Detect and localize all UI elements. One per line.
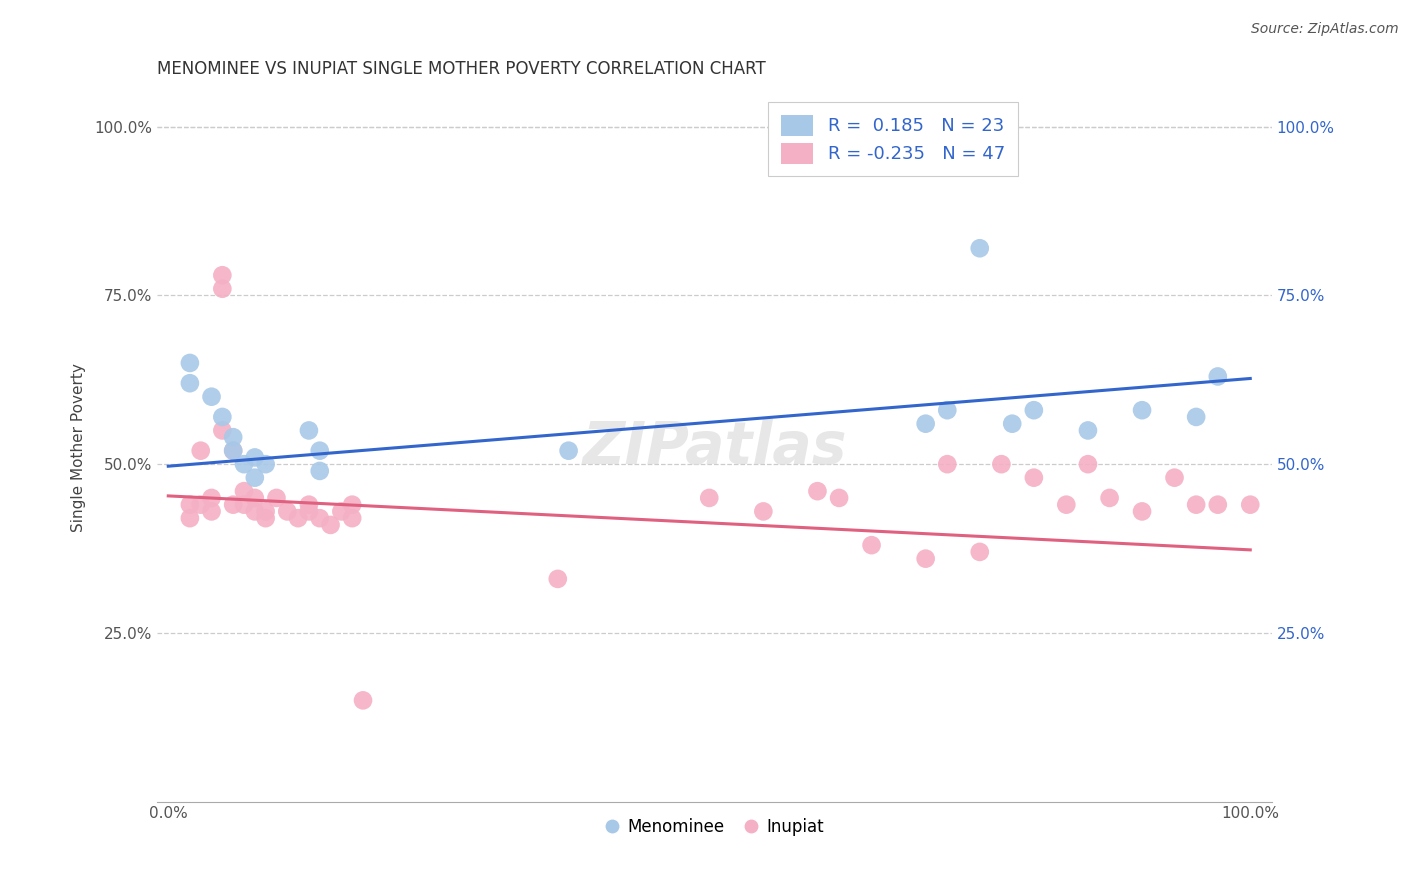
Point: [276, 504, 298, 518]
Point: [243, 450, 266, 465]
Point: [990, 457, 1012, 471]
Point: [266, 491, 288, 505]
Point: [547, 572, 569, 586]
Point: [243, 471, 266, 485]
Point: [1022, 403, 1045, 417]
Point: [1206, 498, 1229, 512]
Point: [243, 491, 266, 505]
Point: [211, 424, 233, 438]
Point: [222, 498, 245, 512]
Y-axis label: Single Mother Poverty: Single Mother Poverty: [72, 363, 86, 532]
Point: [190, 443, 212, 458]
Point: [222, 430, 245, 444]
Point: [179, 498, 201, 512]
Point: [233, 484, 256, 499]
Point: [340, 511, 363, 525]
Point: [233, 457, 256, 471]
Point: [860, 538, 883, 552]
Point: [308, 511, 330, 525]
Point: [319, 517, 342, 532]
Point: [233, 498, 256, 512]
Point: [243, 504, 266, 518]
Text: ZIPatlas: ZIPatlas: [582, 419, 846, 475]
Point: [254, 511, 277, 525]
Point: [936, 457, 959, 471]
Point: [1001, 417, 1024, 431]
Point: [222, 443, 245, 458]
Point: [969, 241, 991, 255]
Point: [828, 491, 851, 505]
Point: [190, 498, 212, 512]
Point: [298, 498, 321, 512]
Point: [254, 504, 277, 518]
Point: [308, 464, 330, 478]
Point: [200, 504, 222, 518]
Point: [1185, 409, 1208, 424]
Point: [1130, 504, 1153, 518]
Point: [969, 545, 991, 559]
Point: [298, 424, 321, 438]
Point: [1054, 498, 1077, 512]
Point: [179, 376, 201, 391]
Point: [254, 457, 277, 471]
Point: [752, 504, 775, 518]
Text: MENOMINEE VS INUPIAT SINGLE MOTHER POVERTY CORRELATION CHART: MENOMINEE VS INUPIAT SINGLE MOTHER POVER…: [157, 60, 766, 78]
Point: [1206, 369, 1229, 384]
Point: [557, 443, 579, 458]
Point: [340, 498, 363, 512]
Point: [179, 356, 201, 370]
Point: [914, 417, 936, 431]
Point: [1077, 424, 1099, 438]
Point: [352, 693, 374, 707]
Point: [1077, 457, 1099, 471]
Point: [179, 511, 201, 525]
Point: [1022, 471, 1045, 485]
Point: [211, 282, 233, 296]
Point: [200, 491, 222, 505]
Point: [1163, 471, 1185, 485]
Point: [697, 491, 720, 505]
Point: [298, 504, 321, 518]
Point: [914, 551, 936, 566]
Point: [806, 484, 828, 499]
Point: [1098, 491, 1121, 505]
Point: [1239, 498, 1261, 512]
Point: [308, 443, 330, 458]
Text: Source: ZipAtlas.com: Source: ZipAtlas.com: [1251, 22, 1399, 37]
Point: [287, 511, 309, 525]
Point: [211, 268, 233, 283]
Point: [936, 403, 959, 417]
Point: [222, 443, 245, 458]
Point: [330, 504, 353, 518]
Legend: Menominee, Inupiat: Menominee, Inupiat: [599, 812, 831, 843]
Point: [1185, 498, 1208, 512]
Point: [1130, 403, 1153, 417]
Point: [200, 390, 222, 404]
Point: [211, 409, 233, 424]
